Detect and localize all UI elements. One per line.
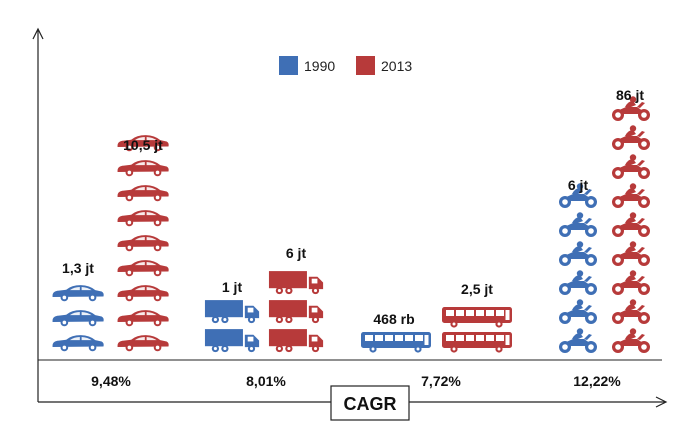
car-icon-2013-6 <box>117 210 169 227</box>
motorcycle-icon-2013-7 <box>612 154 650 179</box>
car-icon-2013-1 <box>117 335 169 352</box>
car-icon-2013-2 <box>117 310 169 327</box>
cagr-box <box>330 385 410 421</box>
truck-icon-2013-3 <box>268 271 324 295</box>
value-label-car-2013: 10,5 jt <box>123 137 163 153</box>
motorcycle-icon-2013-5 <box>612 212 650 237</box>
legend-swatch-2013 <box>356 56 375 75</box>
x-axis-arrow <box>655 396 668 408</box>
legend-swatch-1990 <box>279 56 298 75</box>
truck-icon-2013-2 <box>268 300 324 324</box>
car-icon-1990-1 <box>52 335 104 352</box>
car-icon-2013-8 <box>117 160 169 177</box>
bus-icon-1990-1 <box>361 332 431 353</box>
bus-icon-2013-2 <box>442 307 512 328</box>
truck-icon-1990-2 <box>204 300 260 324</box>
motorcycle-icon-2013-6 <box>612 183 650 208</box>
motorcycle-icon-2013-1 <box>612 328 650 353</box>
car-icon-2013-7 <box>117 185 169 202</box>
motorcycle-icon-2013-2 <box>612 299 650 324</box>
car-icon-2013-5 <box>117 235 169 252</box>
car-icon-1990-3 <box>52 285 104 302</box>
motorcycle-icon-1990-2 <box>559 299 597 324</box>
car-icon-2013-4 <box>117 260 169 277</box>
legend: 1990 2013 <box>279 56 412 75</box>
motorcycle-icon-2013-8 <box>612 125 650 150</box>
motorcycle-icon-2013-4 <box>612 241 650 266</box>
value-label-moto-2013: 86 jt <box>616 87 644 103</box>
motorcycle-icon-1990-3 <box>559 270 597 295</box>
value-label-bus-1990: 468 rb <box>373 311 414 327</box>
car-icon-1990-2 <box>52 310 104 327</box>
cagr-title: CAGR <box>344 394 397 414</box>
legend-label-2013: 2013 <box>381 58 412 74</box>
motorcycle-icon-1990-1 <box>559 328 597 353</box>
value-label-car-1990: 1,3 jt <box>62 260 94 276</box>
value-label-truck-1990: 1 jt <box>222 279 243 295</box>
motorcycle-icon-2013-3 <box>612 270 650 295</box>
car-icon-2013-3 <box>117 285 169 302</box>
icon-stacks <box>52 96 650 353</box>
motorcycle-icon-1990-5 <box>559 212 597 237</box>
truck-icon-2013-1 <box>268 329 324 353</box>
value-label-bus-2013: 2,5 jt <box>461 281 493 297</box>
legend-label-1990: 1990 <box>304 58 335 74</box>
value-labels: 1,3 jt 10,5 jt 1 jt 6 jt 468 rb 2,5 jt 6… <box>62 87 644 327</box>
y-axis-arrow <box>32 27 44 40</box>
value-label-moto-1990: 6 jt <box>568 177 589 193</box>
cagr-label-bus: 7,72% <box>421 373 461 389</box>
cagr-labels: 9,48% 8,01% 7,72% 12,22% <box>91 373 621 389</box>
truck-icon-1990-1 <box>204 329 260 353</box>
cagr-label-car: 9,48% <box>91 373 131 389</box>
value-label-truck-2013: 6 jt <box>286 245 307 261</box>
bus-icon-2013-1 <box>442 332 512 353</box>
cagr-title-box: CAGR <box>330 385 410 421</box>
cagr-label-moto: 12,22% <box>573 373 621 389</box>
cagr-label-truck: 8,01% <box>246 373 286 389</box>
motorcycle-icon-1990-4 <box>559 241 597 266</box>
